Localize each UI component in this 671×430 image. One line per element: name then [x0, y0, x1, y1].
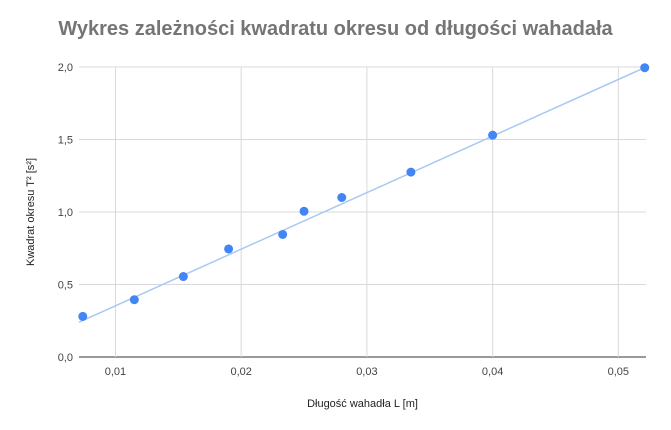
x-axis-label: Długość wahadła L [m] — [307, 398, 418, 410]
gridlines — [79, 66, 646, 358]
data-point — [337, 193, 347, 202]
chart-title: Wykres zależności kwadratu okresu od dłu… — [58, 18, 613, 40]
y-tick-label: 0,0 — [58, 352, 73, 364]
x-tick-label: 0,03 — [356, 366, 377, 378]
data-point — [129, 295, 139, 305]
y-tick-label: 0,5 — [58, 280, 73, 292]
x-tick-label: 0,01 — [105, 366, 126, 378]
data-point — [178, 272, 188, 282]
y-axis-label: Kwadrat okresu T² [s²] — [25, 158, 37, 266]
y-tick-label: 2,0 — [58, 62, 73, 74]
data-point — [299, 206, 309, 216]
trendline — [78, 66, 647, 323]
data-points — [78, 63, 650, 321]
data-point — [406, 167, 416, 177]
y-tick-label: 1,0 — [58, 207, 73, 219]
data-point — [224, 244, 234, 254]
tick-labels: 0,0 0,5 1,0 1,5 2,0 0,01 0,02 0,03 0,04 0,05 — [58, 62, 629, 378]
trendline-layer — [78, 66, 647, 323]
y-tick-label: 1,5 — [58, 135, 73, 147]
x-tick-label: 0,05 — [608, 366, 629, 378]
data-point — [278, 229, 288, 239]
data-point — [78, 311, 88, 321]
x-tick-label: 0,02 — [230, 366, 251, 378]
data-point — [488, 130, 498, 140]
x-tick-label: 0,04 — [482, 366, 503, 378]
data-point — [640, 63, 650, 73]
